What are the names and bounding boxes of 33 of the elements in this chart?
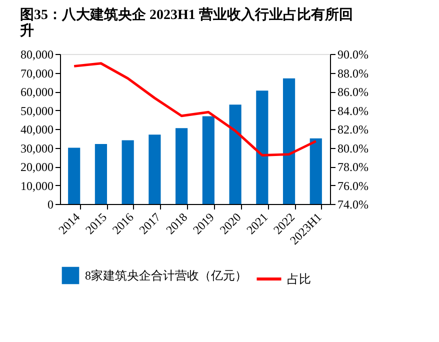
text: 图35：八大建筑央企 2023H1 营业收入行业占比有所回 <box>20 8 353 23</box>
line-series <box>72 62 318 156</box>
y-tick-label: 20,000 <box>20 160 54 174</box>
y2-tick-label: 74.0% <box>338 198 368 212</box>
y2-tick-label: 76.0% <box>338 178 368 193</box>
y-tick-label: 60,000 <box>20 85 54 99</box>
y2-tick-label: 82.0% <box>338 122 368 136</box>
y2-tick-label: 86.0% <box>338 85 368 99</box>
bar <box>282 78 296 204</box>
bar <box>148 134 161 204</box>
bar <box>256 90 268 204</box>
y-tick-label: 80,000 <box>20 48 54 62</box>
y-tick-label: 70,000 <box>20 66 54 80</box>
y2-tick-label: 78.0% <box>338 160 368 174</box>
bar <box>176 128 188 204</box>
y-tick-label: 10,000 <box>20 178 54 193</box>
y2-tick-label: 90.0% <box>338 48 368 62</box>
bar <box>122 140 134 204</box>
y-tick-label: 0 <box>48 198 54 212</box>
y-tick-label: 30,000 <box>20 141 54 156</box>
text: 升 <box>20 24 34 39</box>
bar <box>310 138 322 204</box>
bar <box>229 104 242 204</box>
y-tick-label: 50,000 <box>20 104 54 118</box>
y2-tick-label: 84.0% <box>338 104 368 118</box>
legend-label: 占比 <box>287 272 311 286</box>
legend-label: 8家建筑央企合计营收（亿元） <box>85 268 247 282</box>
y2-tick-label: 88.0% <box>338 66 368 80</box>
bar <box>202 116 214 204</box>
y-tick-label: 40,000 <box>20 122 54 136</box>
bar <box>68 148 80 204</box>
y2-tick-label: 80.0% <box>338 141 368 156</box>
bar <box>94 144 108 204</box>
